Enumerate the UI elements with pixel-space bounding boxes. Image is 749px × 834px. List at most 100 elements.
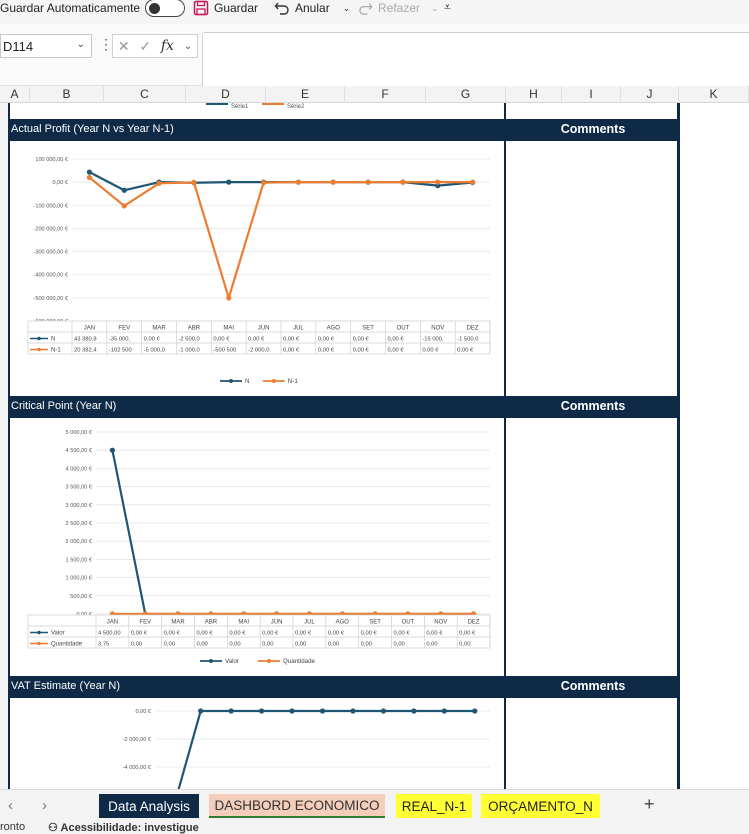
comments-box-profit[interactable] [506,141,677,396]
table-cell-value: 0,00 € [422,348,439,354]
y-tick-label: 500,00 € [70,594,93,600]
undo-button[interactable]: Anular ⌄ [274,0,350,16]
actual-profit-chart[interactable]: 100 000,00 € 0,00 € -100 000,00 € -200 000,… [10,141,504,396]
y-tick-label: -4 000,00 € [123,765,152,771]
data-point [380,708,387,714]
y-tick-label: -100 000,00 € [33,203,68,209]
tab-data-analysis[interactable]: Data Analysis [99,794,199,818]
table-series-name: Valor [51,631,65,637]
more-options-icon[interactable]: ⋮ [99,36,113,52]
column-header-g[interactable]: G [426,86,506,103]
x-tick-label: JUN [271,620,283,626]
x-tick-label: MAR [152,326,166,332]
table-cell-value: 0,00 € [353,348,370,354]
save-icon [193,0,209,16]
column-header-h[interactable]: H [506,86,562,103]
x-tick-label: SET [362,326,374,332]
x-tick-label: NOV [434,620,447,626]
next-sheet-icon[interactable]: › [42,797,47,814]
table-cell-value: 0,00 [229,642,240,648]
x-tick-label: DEZ [467,326,479,332]
column-header-j[interactable]: J [621,86,679,103]
data-point [295,179,302,185]
table-cell-value: 4 500,00 [98,631,121,637]
data-point [365,179,371,185]
series-line [177,709,475,789]
insert-function-icon[interactable]: fx [160,38,174,54]
dashboard-frame-divider [504,103,506,789]
column-header-f[interactable]: F [345,86,426,103]
data-point [441,708,447,714]
x-tick-label: FEV [139,620,151,626]
tab-real-n-1[interactable]: REAL_N-1 [396,794,472,818]
redo-dropdown-icon[interactable]: ⌄ [431,2,439,13]
data-point [121,203,127,209]
save-button[interactable]: Guardar [193,0,258,16]
customize-toolbar-icon[interactable]: ⩡ [444,0,451,14]
section-header-critical-point: Critical Point (Year N) Comments [8,396,680,418]
legend-marker [209,659,213,663]
chevron-down-icon[interactable]: ⌄ [76,39,85,50]
comments-box-critical-point[interactable] [506,418,677,676]
autosave-control[interactable]: Guardar Automaticamente [0,0,186,17]
x-tick-label: ABR [205,620,218,626]
tab-label: REAL_N-1 [401,798,467,814]
x-tick-label: SET [369,620,381,626]
previous-sheet-icon[interactable]: ‹ [8,797,13,814]
name-box[interactable]: D114 ⌄ [0,34,92,58]
column-header-d[interactable]: D [186,86,266,103]
table-cell-value: 0,00 [197,642,208,648]
fx-chevron-icon[interactable]: ⌄ [183,40,193,52]
x-tick-label: NOV [431,326,444,332]
redo-icon [359,2,373,15]
x-tick-label: JUL [293,326,304,332]
table-cell-value: 0,00 € [283,337,300,343]
cancel-icon[interactable]: ✕ [117,37,130,54]
data-point [191,179,197,185]
column-header-c[interactable]: C [104,86,186,103]
accessibility-status[interactable]: ⚇ Acessibilidade: investigue [48,821,199,834]
data-point [121,187,127,193]
legend-marker [267,659,271,663]
column-header-i[interactable]: I [562,86,621,103]
undo-icon [274,2,289,15]
section-header-vat: VAT Estimate (Year N) Comments [8,676,680,698]
redo-button[interactable]: Refazer ⌄ [358,0,439,16]
enter-icon[interactable]: ✓ [139,37,152,54]
column-header-k[interactable]: K [679,86,749,103]
critical-point-chart[interactable]: 5 000,00 € 4 500,00 € 4 000,00 € 3 500,00 €… [10,418,504,676]
legend-label: N-1 [288,378,299,385]
vat-estimate-chart[interactable]: 0,00 €-2 000,00 €-4 000,00 €-6 000,00 € [10,698,504,789]
data-point [156,180,162,186]
table-cell-value: 0,00 [361,642,372,648]
legend-marker [229,379,233,383]
column-header-e[interactable]: E [266,86,345,103]
tab-dashbord-economico[interactable]: DASHBORD ECONOMICO [209,794,385,818]
data-point [109,447,116,453]
accessibility-label: Acessibilidade: investigue [60,822,199,834]
tab-label: Data Analysis [108,798,190,814]
comments-box-vat[interactable] [506,698,677,789]
data-point [258,708,265,714]
y-tick-label: 3 500,00 € [66,485,93,491]
row-headers[interactable] [0,103,8,789]
y-tick-label: 0,00 € [135,709,151,715]
x-tick-label: JAN [107,620,118,626]
table-cell-value: 0,00 € [283,348,300,354]
x-tick-label: OUT [397,326,410,332]
worksheet[interactable]: Série1 Série2 Actual Profit (Year N vs Y… [0,103,749,789]
data-point [289,708,295,714]
tab-orcamento-n[interactable]: ORÇAMENTO_N [481,794,600,818]
y-tick-label: 2 500,00 € [66,521,93,527]
data-point [472,708,478,714]
redo-label: Refazer [378,1,421,15]
column-header-b[interactable]: B [30,86,104,103]
series-line [111,449,474,616]
add-sheet-button[interactable]: + [644,794,655,814]
x-tick-label: AGO [336,620,350,626]
autosave-toggle[interactable] [145,0,186,17]
table-cell-value: -2 500,0 [179,337,200,343]
column-header-a[interactable]: A [0,86,30,103]
table-cell-value: 0,00 [295,642,306,648]
undo-dropdown-icon[interactable]: ⌄ [342,2,351,13]
